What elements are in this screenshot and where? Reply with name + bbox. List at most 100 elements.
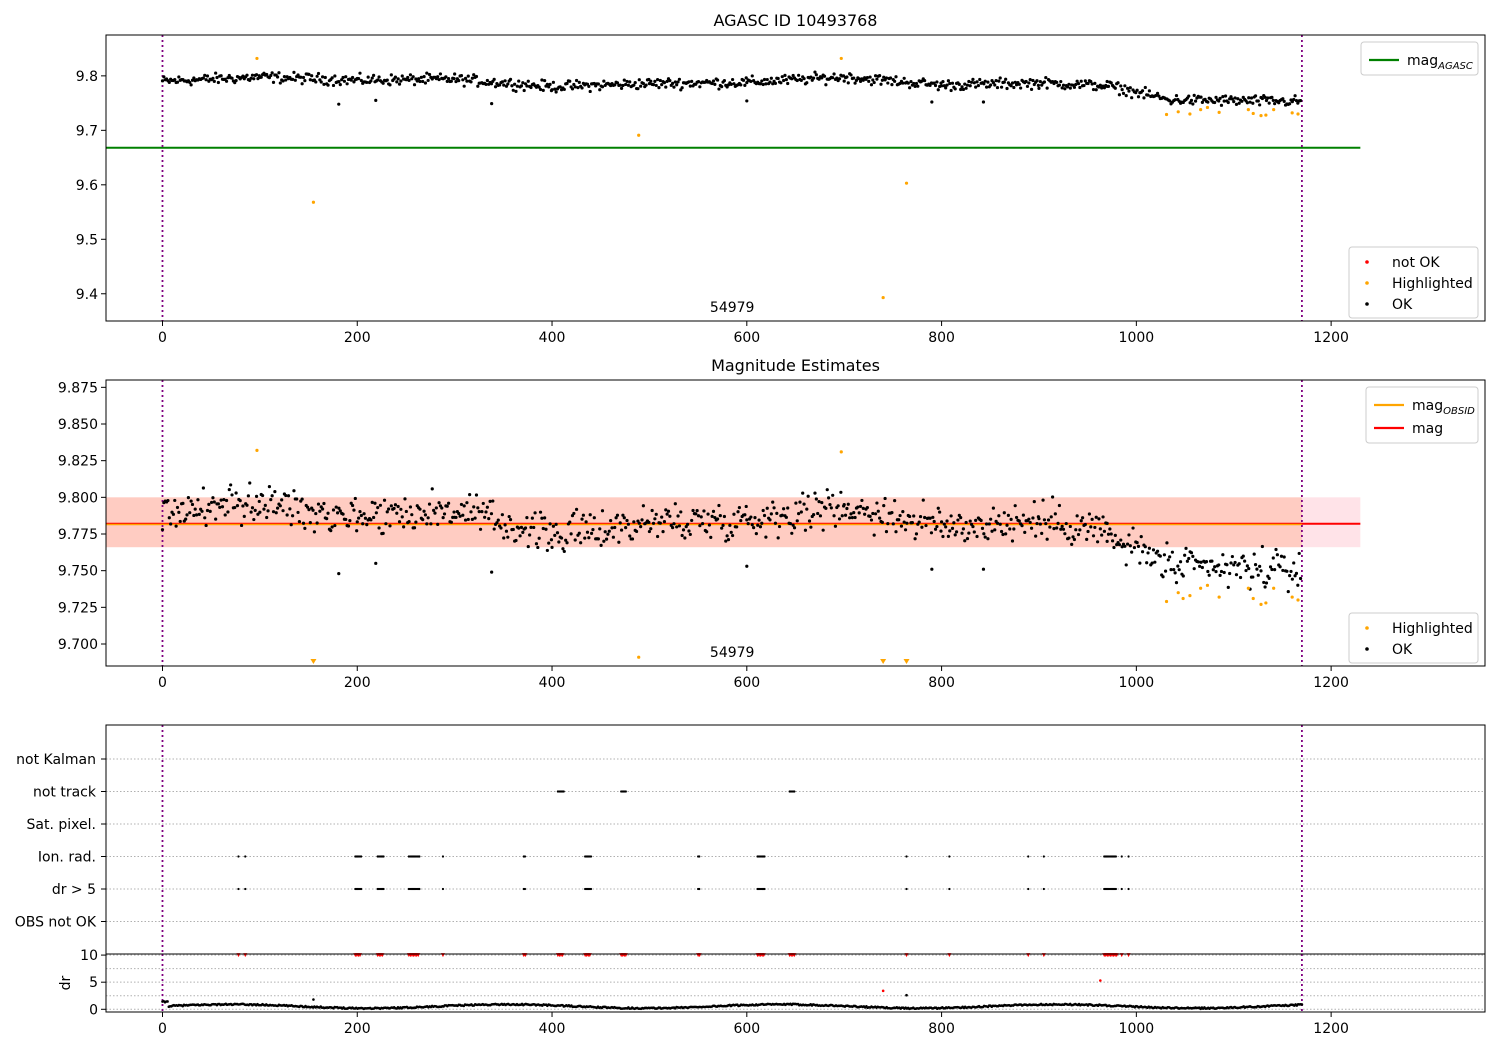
ok-point — [920, 525, 924, 529]
flag-point — [523, 887, 527, 891]
ok-point — [406, 75, 410, 80]
ok-point — [493, 85, 498, 89]
ok-point — [1292, 97, 1296, 102]
ok-point — [537, 536, 541, 540]
ok-point — [639, 84, 643, 88]
ok-point — [917, 520, 921, 524]
ok-point — [802, 502, 806, 506]
ok-point — [545, 82, 549, 86]
ok-point — [492, 527, 496, 531]
ok-point — [610, 526, 614, 530]
ok-point — [592, 81, 596, 86]
highlighted-point — [1251, 596, 1255, 601]
ok-point — [1091, 534, 1096, 538]
ok-point — [709, 535, 713, 539]
ok-point — [1218, 573, 1222, 577]
ok-point — [250, 73, 255, 77]
ok-point — [1150, 561, 1154, 565]
ok-point — [540, 516, 544, 520]
ok-point — [861, 506, 865, 510]
ok-point — [1192, 93, 1196, 97]
legend-marker — [1365, 260, 1369, 264]
ok-point — [878, 74, 882, 78]
ok-point — [160, 528, 165, 532]
ok-point — [418, 507, 422, 511]
ok-point — [395, 80, 399, 84]
ok-point — [1012, 85, 1016, 90]
highlighted-point — [1290, 595, 1294, 599]
x-tick-label: 600 — [733, 675, 760, 691]
ok-point — [1245, 564, 1249, 568]
ok-point — [782, 78, 786, 83]
ok-point — [388, 524, 392, 528]
ok-point — [278, 504, 282, 508]
ok-point — [454, 79, 458, 84]
ok-point — [965, 536, 970, 541]
flag-point — [948, 887, 951, 891]
ok-point — [171, 512, 175, 516]
highlighted-point — [1272, 108, 1276, 112]
ok-point — [384, 522, 388, 526]
ok-point — [396, 504, 400, 509]
ok-point — [292, 489, 296, 493]
legend-label: OK — [1392, 642, 1413, 658]
ok-point — [358, 71, 362, 75]
ok-point — [1172, 568, 1176, 572]
ok-point — [1262, 580, 1266, 585]
ok-point — [412, 83, 417, 87]
ok-point — [969, 80, 974, 84]
flag-point — [360, 855, 363, 858]
ok-point — [234, 78, 238, 83]
ok-point — [1229, 95, 1233, 99]
x-tick-label: 800 — [928, 675, 955, 691]
ok-point — [1061, 83, 1066, 87]
ok-point — [1042, 518, 1047, 522]
ok-point — [1192, 567, 1196, 571]
panel-title: Magnitude Estimates — [711, 356, 880, 375]
ok-point — [873, 74, 878, 78]
ok-point — [303, 79, 307, 83]
ok-point — [314, 511, 318, 516]
ok-point — [715, 517, 720, 521]
ok-point — [1177, 568, 1181, 572]
ok-point — [618, 521, 622, 525]
flag-point — [441, 855, 445, 858]
ok-point — [820, 500, 824, 505]
ok-point — [1206, 100, 1210, 104]
flag-point — [382, 855, 385, 858]
ok-point — [1191, 102, 1195, 106]
ok-point — [795, 519, 799, 523]
ok-point — [852, 76, 856, 80]
ok-point — [990, 529, 994, 533]
ok-point — [1249, 96, 1254, 100]
ok-point — [474, 493, 479, 497]
ok-point — [337, 79, 341, 84]
ok-point — [905, 521, 909, 525]
ok-point — [226, 510, 230, 514]
ok-point — [274, 511, 278, 515]
ok-point — [783, 73, 787, 78]
ok-point — [1264, 581, 1269, 585]
ok-point — [1188, 101, 1192, 105]
ok-point — [341, 75, 345, 80]
ok-point — [1057, 83, 1062, 87]
ok-point — [301, 75, 306, 80]
plot-frame — [105, 34, 1486, 322]
ok-point — [229, 483, 233, 487]
ok-point — [1105, 539, 1109, 543]
ok-point — [993, 528, 997, 532]
ok-point — [547, 541, 551, 545]
ok-point — [484, 82, 488, 86]
ok-point — [485, 78, 489, 83]
ok-point — [978, 77, 982, 82]
highlighted-point — [255, 56, 259, 61]
ok-point — [743, 513, 747, 517]
ok-point — [1219, 103, 1224, 107]
ok-point — [974, 85, 978, 89]
ok-point — [696, 514, 701, 518]
highlighted-point — [255, 448, 259, 452]
ok-point — [1234, 573, 1239, 577]
ok-point — [1021, 513, 1025, 517]
ok-point — [968, 84, 972, 88]
ok-point — [1214, 569, 1218, 574]
